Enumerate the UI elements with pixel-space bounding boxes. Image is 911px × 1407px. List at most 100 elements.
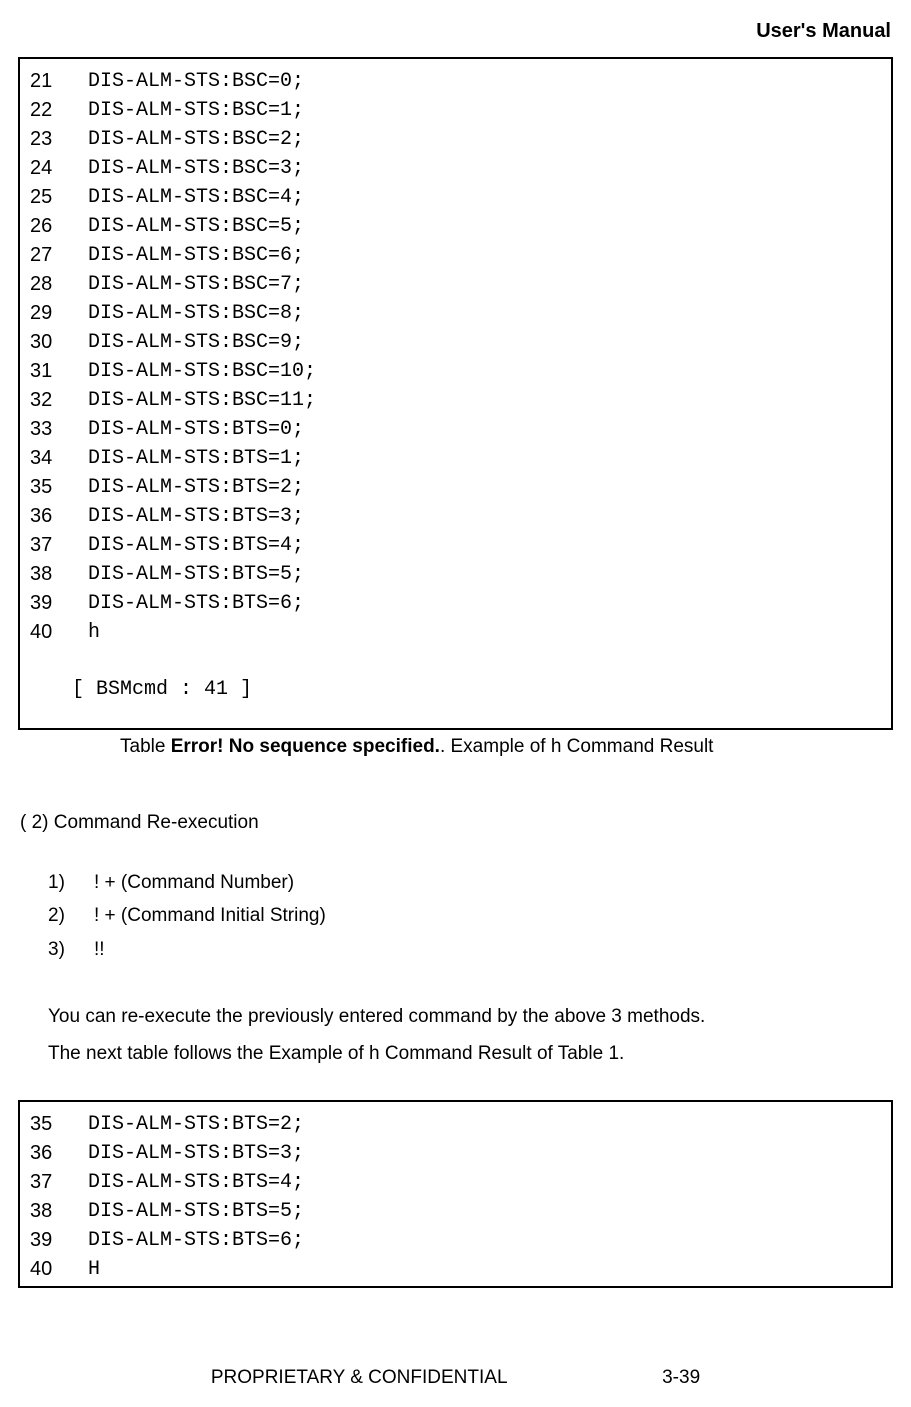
footer-confidential: PROPRIETARY & CONFIDENTIAL [211,1367,507,1388]
line-number: 38 [30,560,88,589]
line-command: H [88,1255,100,1284]
list-item-text: !! [94,933,105,966]
code-line: 27DIS-ALM-STS:BSC=6; [30,241,881,270]
list-item: 2)! + (Command Initial String) [48,899,893,932]
code-line: 39DIS-ALM-STS:BTS=6; [30,1226,881,1255]
code-line: 39DIS-ALM-STS:BTS=6; [30,589,881,618]
line-command: DIS-ALM-STS:BSC=11; [88,386,316,415]
line-number: 21 [30,67,88,96]
code-line: 25DIS-ALM-STS:BSC=4; [30,183,881,212]
line-number: 39 [30,589,88,618]
line-number: 35 [30,473,88,502]
code-line: 36DIS-ALM-STS:BTS=3; [30,502,881,531]
line-number: 26 [30,212,88,241]
code-line: 22DIS-ALM-STS:BSC=1; [30,96,881,125]
list-item-number: 2) [48,899,94,932]
code-line: 31DIS-ALM-STS:BSC=10; [30,357,881,386]
line-command: DIS-ALM-STS:BTS=0; [88,415,304,444]
line-command: DIS-ALM-STS:BTS=2; [88,473,304,502]
line-number: 35 [30,1110,88,1139]
code-box-1: 21DIS-ALM-STS:BSC=0;22DIS-ALM-STS:BSC=1;… [18,57,893,730]
list-item-number: 3) [48,933,94,966]
paragraph: You can re-execute the previously entere… [48,998,893,1072]
line-number: 27 [30,241,88,270]
code-line: 24DIS-ALM-STS:BSC=3; [30,154,881,183]
line-number: 25 [30,183,88,212]
code-line: 34DIS-ALM-STS:BTS=1; [30,444,881,473]
line-number: 36 [30,502,88,531]
line-number: 30 [30,328,88,357]
line-command: DIS-ALM-STS:BTS=5; [88,560,304,589]
line-number: 38 [30,1197,88,1226]
line-number: 22 [30,96,88,125]
code-line: 30DIS-ALM-STS:BSC=9; [30,328,881,357]
line-number: 33 [30,415,88,444]
line-command: DIS-ALM-STS:BSC=7; [88,270,304,299]
code-line: 35DIS-ALM-STS:BTS=2; [30,1110,881,1139]
line-command: DIS-ALM-STS:BTS=6; [88,1226,304,1255]
code-line: 40h [30,618,881,647]
line-command: DIS-ALM-STS:BTS=3; [88,1139,304,1168]
code-line: 40H [30,1255,881,1284]
line-command: DIS-ALM-STS:BSC=5; [88,212,304,241]
line-command: DIS-ALM-STS:BSC=6; [88,241,304,270]
caption-prefix: Table [120,736,171,757]
code-line: 38DIS-ALM-STS:BTS=5; [30,560,881,589]
line-command: h [88,618,100,647]
code-line: 28DIS-ALM-STS:BSC=7; [30,270,881,299]
paragraph-line-2: The next table follows the Example of h … [48,1035,893,1072]
code-line: 35DIS-ALM-STS:BTS=2; [30,473,881,502]
caption-error: Error! No sequence specified. [171,736,440,757]
page-footer: PROPRIETARY & CONFIDENTIAL 3-39 [18,1367,893,1389]
line-command: DIS-ALM-STS:BSC=0; [88,67,304,96]
line-command: DIS-ALM-STS:BSC=4; [88,183,304,212]
line-number: 37 [30,531,88,560]
code-line: 38DIS-ALM-STS:BTS=5; [30,1197,881,1226]
section-2-title: ( 2) Command Re-execution [20,812,893,834]
code-line: 33DIS-ALM-STS:BTS=0; [30,415,881,444]
page-header-title: User's Manual [18,20,893,43]
line-command: DIS-ALM-STS:BTS=2; [88,1110,304,1139]
line-number: 40 [30,1255,88,1284]
reexec-list: 1)! + (Command Number)2)! + (Command Ini… [48,866,893,966]
line-command: DIS-ALM-STS:BSC=10; [88,357,316,386]
list-item-number: 1) [48,866,94,899]
line-number: 37 [30,1168,88,1197]
paragraph-line-1: You can re-execute the previously entere… [48,998,893,1035]
line-number: 29 [30,299,88,328]
line-number: 32 [30,386,88,415]
line-command: DIS-ALM-STS:BSC=8; [88,299,304,328]
caption-suffix: . Example of h Command Result [440,736,714,757]
line-number: 28 [30,270,88,299]
code-line: 29DIS-ALM-STS:BSC=8; [30,299,881,328]
line-command: DIS-ALM-STS:BSC=1; [88,96,304,125]
line-number: 24 [30,154,88,183]
code-line: 37DIS-ALM-STS:BTS=4; [30,531,881,560]
list-item: 3)!! [48,933,893,966]
line-command: DIS-ALM-STS:BTS=5; [88,1197,304,1226]
line-number: 34 [30,444,88,473]
line-number: 40 [30,618,88,647]
code-line: 37DIS-ALM-STS:BTS=4; [30,1168,881,1197]
line-command: DIS-ALM-STS:BTS=4; [88,1168,304,1197]
footer-page-number: 3-39 [662,1367,700,1389]
line-command: DIS-ALM-STS:BTS=1; [88,444,304,473]
line-number: 36 [30,1139,88,1168]
line-number: 39 [30,1226,88,1255]
line-command: DIS-ALM-STS:BTS=3; [88,502,304,531]
code-line: 26DIS-ALM-STS:BSC=5; [30,212,881,241]
line-number: 23 [30,125,88,154]
list-item-text: ! + (Command Initial String) [94,899,326,932]
list-item: 1)! + (Command Number) [48,866,893,899]
code-prompt: [ BSMcmd : 41 ] [72,675,881,704]
code-line: 32DIS-ALM-STS:BSC=11; [30,386,881,415]
code-line: 21DIS-ALM-STS:BSC=0; [30,67,881,96]
code-line: 23DIS-ALM-STS:BSC=2; [30,125,881,154]
code-line: 36DIS-ALM-STS:BTS=3; [30,1139,881,1168]
line-command: DIS-ALM-STS:BTS=4; [88,531,304,560]
table-caption: Table Error! No sequence specified.. Exa… [120,736,893,758]
line-command: DIS-ALM-STS:BSC=3; [88,154,304,183]
code-box-2: 35DIS-ALM-STS:BTS=2;36DIS-ALM-STS:BTS=3;… [18,1100,893,1288]
list-item-text: ! + (Command Number) [94,866,294,899]
line-command: DIS-ALM-STS:BTS=6; [88,589,304,618]
